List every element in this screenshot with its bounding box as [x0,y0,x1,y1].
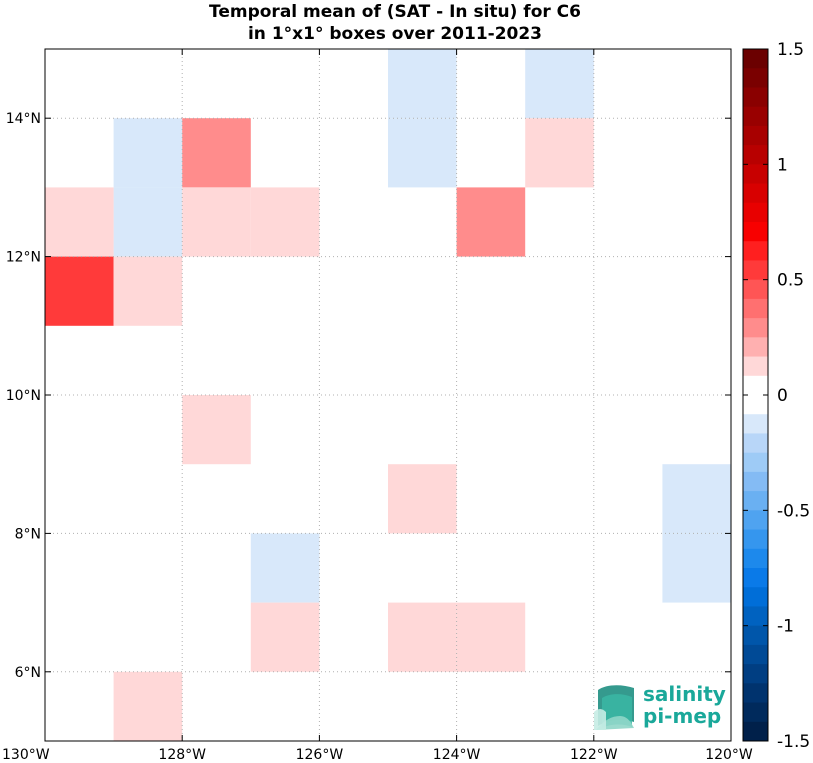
colorbar-segment [743,510,768,531]
plot-area: 130°W 128°W 126°W 124°W 122°W 120°W 6°N 8°N 10°… [2,48,753,763]
heatmap-cell [113,256,183,326]
colorbar-segment [743,548,768,569]
colorbar-segment [743,625,768,646]
map-title: Temporal mean of (SAT - In situ) for C6 [209,2,581,22]
heatmap-cell [45,256,114,326]
heatmap-cell [250,187,320,257]
colorbar-segment [743,664,768,684]
x-tick-label: 124°W [433,747,481,763]
colorbar-tick-label: 1 [777,155,788,175]
colorbar: 1.5 1 0.5 0 -0.5 -1 -1.5 [742,40,810,752]
colorbar-segment [743,491,768,511]
colorbar-segment [743,222,768,242]
colorbar-segment [743,260,768,281]
logo-text-salinity: salinity [643,682,726,706]
colorbar-segment [743,433,768,454]
colorbar-segment [743,452,768,473]
heatmap-cell [250,533,320,603]
y-tick-label: 12°N [6,250,41,266]
x-axis-ticks: 130°W 128°W 126°W 124°W 122°W 120°W [2,49,753,763]
y-axis-ticks: 6°N 8°N 10°N 12°N 14°N [6,111,731,681]
colorbar-segment [743,298,768,319]
colorbar-segment [743,702,768,723]
heatmap-cell [388,464,457,534]
heatmap-cell [182,118,251,188]
y-tick-label: 10°N [6,388,41,404]
colorbar-segment [743,145,768,165]
colorbar-segment [743,202,768,223]
colorbar-segment [743,164,768,185]
colorbar-tick-label: 1.5 [777,40,804,60]
colorbar-segment [743,125,768,146]
heatmap-cell [388,49,457,119]
heatmap-cell [182,395,251,465]
heatmap-cell [662,533,731,603]
gridlines [45,49,731,741]
heatmap-cell [113,187,183,257]
colorbar-segment [743,49,768,69]
colorbar-segment [743,318,768,338]
heatmap-cell [525,118,594,188]
heatmap-cell [388,118,457,188]
colorbar-segment [743,68,768,88]
heatmap-cell [662,464,731,534]
colorbar-segment [743,644,768,665]
y-tick-label: 8°N [15,526,41,542]
heatmap-cell [388,602,457,672]
x-tick-label: 126°W [296,747,344,763]
colorbar-segment [743,414,768,434]
colorbar-segment [743,683,768,704]
heatmap-cell [113,118,183,188]
heatmap-cell [250,602,320,672]
colorbar-segment [743,587,768,607]
map-subtitle: in 1°x1° boxes over 2011-2023 [248,24,542,44]
colorbar-segment [743,375,768,396]
salinity-pi-mep-logo: salinity pi-mep [594,682,726,730]
colorbar-ticks: 1.5 1 0.5 0 -0.5 -1 -1.5 [743,40,810,752]
heatmap-cell [525,49,594,119]
colorbar-tick-label: -1 [777,617,794,637]
heatmap-cells [45,49,731,741]
heatmap-cell [45,187,114,257]
colorbar-tick-label: 0.5 [777,271,804,291]
heatmap-cell [182,187,251,257]
y-tick-label: 14°N [6,111,41,127]
logo-text-pimep: pi-mep [643,704,721,728]
colorbar-segment [743,106,768,127]
x-tick-label: 128°W [158,747,206,763]
x-tick-label: 122°W [570,747,618,763]
x-tick-label: 130°W [2,747,50,763]
colorbar-segment [743,356,768,377]
colorbar-segment [743,568,768,588]
colorbar-segment [743,279,768,300]
logo-waves-icon [594,685,634,730]
colorbar-tick-label: 0 [777,386,788,406]
heatmap-cell [456,602,526,672]
colorbar-segment [743,395,768,415]
heatmap-cell [456,187,526,257]
heatmap-cell [113,671,183,741]
colorbar-segment [743,606,768,627]
colorbar-segment [743,183,768,204]
x-tick-label: 120°W [705,747,753,763]
colorbar-tick-label: -0.5 [777,501,810,521]
colorbar-segment [743,471,768,492]
colorbar-segment [743,337,768,358]
colorbar-segments [743,49,768,742]
colorbar-segment [743,87,768,108]
colorbar-tick-label: -1.5 [777,732,810,752]
y-tick-label: 6°N [15,665,41,681]
colorbar-segment [743,529,768,550]
colorbar-segment [743,241,768,261]
colorbar-segment [743,721,768,742]
